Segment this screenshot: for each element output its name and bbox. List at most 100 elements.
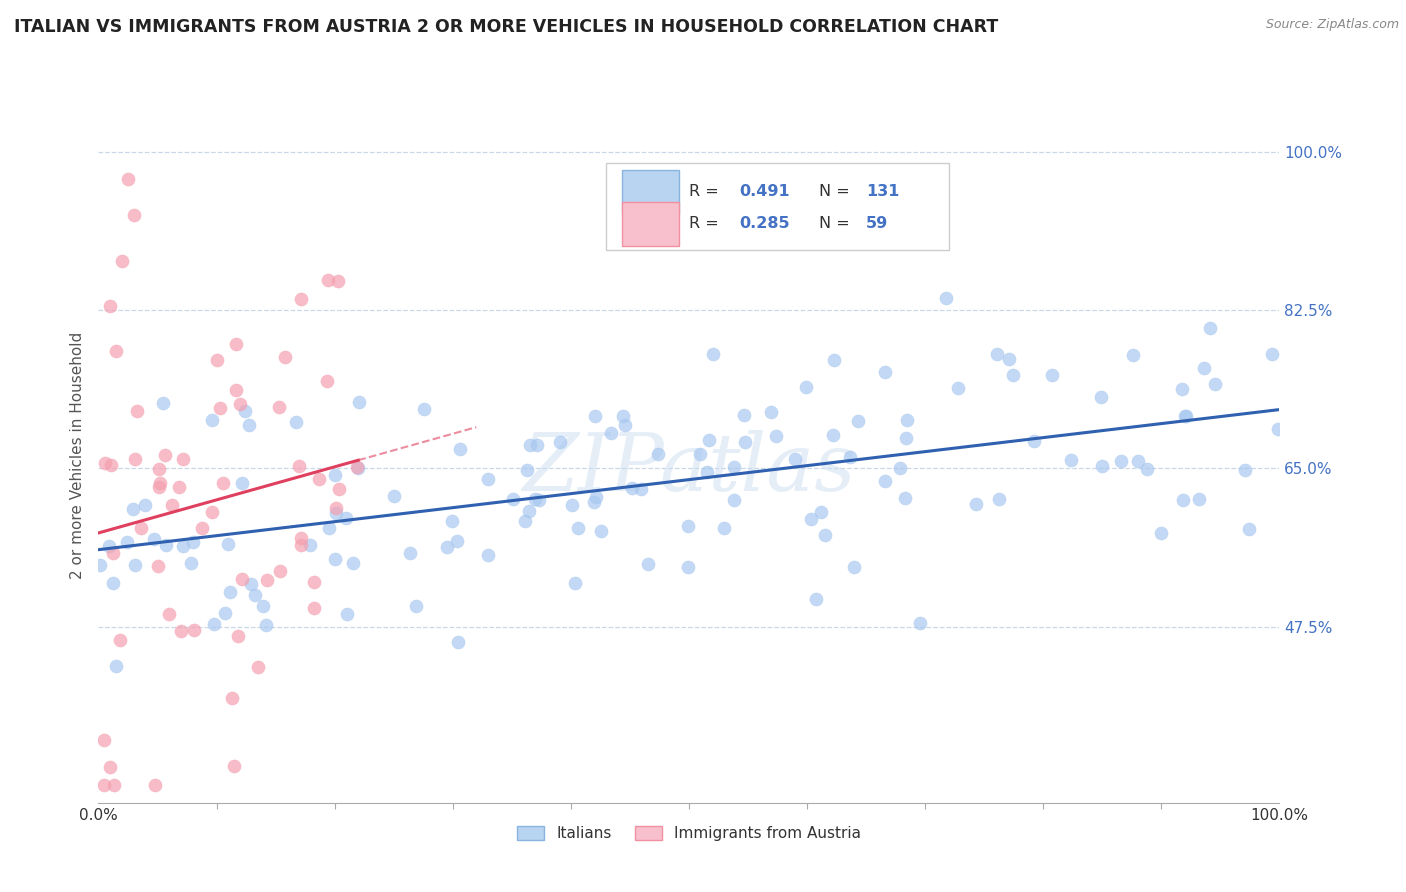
Point — [231, 475, 253, 490]
Point — [217, 536, 239, 550]
Point — [1204, 376, 1226, 391]
Point — [502, 492, 524, 507]
Text: ITALIAN VS IMMIGRANTS FROM AUSTRIA 2 OR MORE VEHICLES IN HOUSEHOLD CORRELATION C: ITALIAN VS IMMIGRANTS FROM AUSTRIA 2 OR … — [14, 18, 998, 36]
Point — [446, 534, 468, 549]
Point — [183, 624, 205, 638]
Point — [477, 548, 499, 562]
Point — [221, 690, 243, 705]
Point — [105, 659, 128, 673]
Point — [449, 442, 471, 457]
FancyBboxPatch shape — [606, 162, 949, 250]
Point — [318, 520, 340, 534]
Point — [93, 732, 115, 747]
Text: 59: 59 — [866, 216, 889, 231]
Point — [637, 557, 659, 571]
Point — [600, 425, 623, 440]
Point — [440, 514, 463, 528]
Point — [335, 511, 357, 525]
Point — [988, 492, 1011, 507]
Point — [1060, 453, 1083, 467]
Point — [896, 432, 918, 446]
Point — [564, 575, 586, 590]
Text: 0.285: 0.285 — [740, 216, 790, 231]
Point — [207, 352, 229, 367]
Point — [325, 500, 347, 515]
Point — [1174, 409, 1197, 423]
Point — [1002, 368, 1025, 382]
Point — [243, 588, 266, 602]
Point — [152, 396, 174, 410]
Text: N =: N = — [818, 216, 855, 231]
Point — [145, 778, 167, 792]
Point — [124, 452, 146, 467]
Point — [526, 438, 548, 452]
Point — [810, 505, 832, 519]
Point — [589, 524, 612, 538]
Point — [316, 273, 339, 287]
Point — [515, 514, 537, 528]
Point — [1171, 382, 1194, 396]
Point — [689, 446, 711, 460]
Point — [1261, 347, 1284, 361]
Point — [1109, 453, 1132, 467]
Point — [269, 564, 291, 578]
Point — [548, 435, 571, 450]
Point — [323, 467, 346, 482]
Point — [117, 172, 139, 186]
Text: Source: ZipAtlas.com: Source: ZipAtlas.com — [1265, 18, 1399, 31]
Point — [302, 601, 325, 615]
Point — [101, 575, 124, 590]
Point — [785, 452, 807, 467]
Point — [382, 489, 405, 503]
Point — [823, 353, 845, 368]
Point — [191, 521, 214, 535]
Point — [239, 577, 262, 591]
Point — [98, 539, 121, 553]
Point — [794, 379, 817, 393]
Point — [1174, 409, 1197, 423]
Point — [201, 505, 224, 519]
Point — [894, 491, 917, 506]
Point — [336, 607, 359, 621]
Point — [284, 415, 307, 429]
Text: 131: 131 — [866, 185, 900, 199]
Point — [347, 394, 370, 409]
Point — [124, 558, 146, 573]
Point — [765, 429, 787, 443]
Point — [699, 433, 721, 447]
Point — [226, 629, 249, 643]
Point — [290, 531, 312, 545]
Point — [567, 521, 589, 535]
Point — [209, 401, 232, 415]
Point — [1150, 525, 1173, 540]
Point — [1040, 368, 1063, 383]
Point — [129, 521, 152, 535]
Point — [1198, 320, 1220, 334]
Point — [115, 534, 138, 549]
Text: R =: R = — [689, 216, 724, 231]
Point — [1122, 348, 1144, 362]
Y-axis label: 2 or more Vehicles in Household: 2 or more Vehicles in Household — [69, 331, 84, 579]
Point — [713, 521, 735, 535]
Point — [1128, 453, 1150, 467]
Point — [148, 480, 170, 494]
Point — [524, 491, 547, 506]
Point — [100, 458, 122, 472]
Point — [274, 350, 297, 364]
Point — [1239, 522, 1261, 536]
Point — [412, 402, 434, 417]
Point — [621, 481, 644, 495]
Point — [702, 347, 724, 361]
Point — [519, 438, 541, 452]
Point — [723, 492, 745, 507]
Point — [347, 461, 370, 475]
Point — [517, 504, 540, 518]
Point — [676, 559, 699, 574]
Point — [153, 449, 176, 463]
Point — [254, 618, 277, 632]
Point — [160, 498, 183, 512]
Point — [1267, 422, 1289, 436]
Point — [1091, 458, 1114, 473]
Point — [800, 512, 823, 526]
Point — [399, 546, 422, 560]
